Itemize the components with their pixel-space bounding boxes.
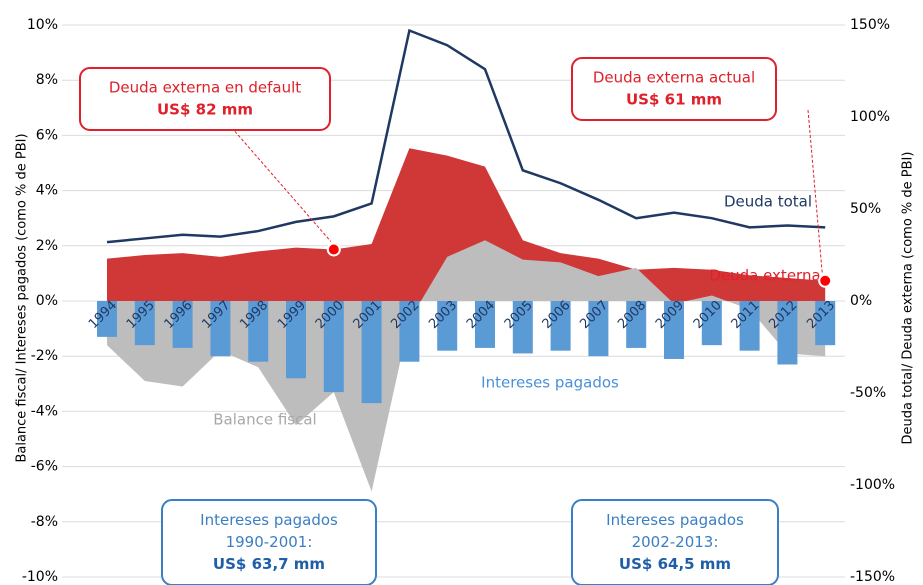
arrow [807, 109, 823, 273]
bar [172, 301, 193, 348]
bar [399, 301, 420, 362]
y-tick-label: -2% [31, 348, 58, 364]
y2-tick-label: 50% [850, 201, 881, 217]
bar [512, 301, 533, 354]
bar [777, 301, 798, 365]
y2-tick-label: -100% [850, 477, 895, 493]
annotation-text: 2002-2013: [632, 533, 719, 551]
bar [815, 301, 836, 346]
line [106, 28, 826, 244]
bar [550, 301, 571, 351]
series-label: Balance fiscal [213, 411, 316, 429]
bar [588, 301, 609, 357]
y2-tick-label: -150% [850, 569, 895, 585]
y2-tick-label: 0% [850, 293, 872, 309]
arrow [224, 119, 332, 242]
bar [97, 301, 117, 337]
bar [210, 301, 231, 357]
annotation-text: Deuda externa actual [593, 69, 755, 87]
annotation-box [571, 499, 779, 585]
annotation-box [571, 57, 777, 121]
y-tick-label: -6% [31, 459, 58, 475]
annotation-text: US$ 64,5 mm [619, 555, 731, 573]
series-label: Intereses pagados [481, 374, 619, 392]
marker [326, 242, 341, 257]
y2-tick-label: -50% [850, 385, 886, 401]
bar [437, 301, 458, 351]
annotation-box [161, 499, 377, 585]
annotation-text: Deuda externa en default [109, 79, 301, 97]
marker [818, 273, 833, 288]
series-label: Deuda externa [709, 267, 820, 285]
annotation-text: US$ 61 mm [626, 91, 722, 109]
y2-tick-label: 150% [850, 17, 890, 33]
y-tick-label: -10% [22, 569, 58, 585]
bar [475, 301, 495, 348]
area [107, 148, 826, 301]
y2-tick-label: 100% [850, 109, 890, 125]
annotation-text: Intereses pagados [606, 511, 744, 529]
y-tick-label: -8% [31, 514, 58, 530]
bar [248, 301, 269, 362]
series-label: Deuda total [724, 193, 812, 211]
y-tick-label: 4% [36, 183, 58, 199]
y-axis-title: Balance fiscal/ Intereses pagados (como … [15, 133, 30, 462]
y-tick-label: 8% [36, 72, 58, 88]
annotation-text: Intereses pagados [200, 511, 338, 529]
bar [286, 301, 306, 379]
y-tick-label: 6% [36, 127, 58, 143]
y-tick-label: -4% [31, 403, 58, 419]
y-tick-label: 10% [27, 17, 58, 33]
bar [664, 301, 684, 359]
annotation-text: US$ 82 mm [157, 101, 253, 119]
bar [739, 301, 760, 351]
annotation-text: 1990-2001: [226, 533, 313, 551]
bar [361, 301, 382, 404]
y2-axis-title: Deuda total/ Deuda externa (como % de PB… [901, 152, 916, 445]
y-tick-label: 0% [36, 293, 58, 309]
annotation-text: US$ 63,7 mm [213, 555, 325, 573]
bar [626, 301, 647, 348]
annotation-box [79, 67, 331, 131]
bar [134, 301, 155, 346]
bar [323, 301, 344, 393]
bar [701, 301, 722, 346]
y-tick-label: 2% [36, 238, 58, 254]
